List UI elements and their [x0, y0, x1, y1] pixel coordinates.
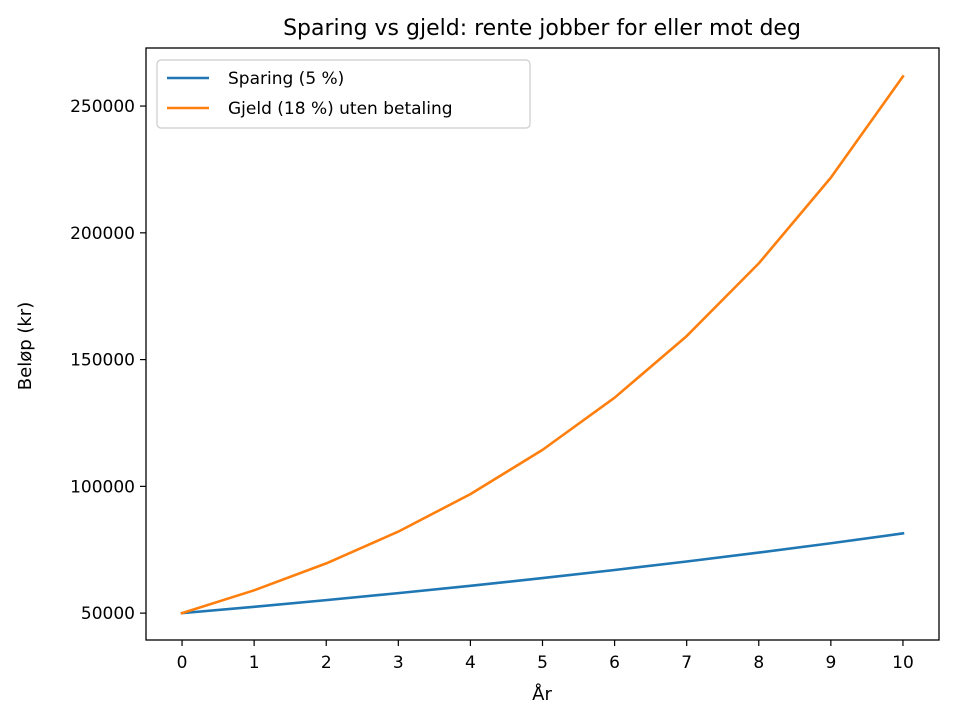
legend-label: Gjeld (18 %) uten betaling — [228, 99, 453, 119]
series-line-1 — [180, 531, 905, 615]
x-tick-label: 7 — [681, 653, 692, 673]
series-line-2 — [180, 74, 905, 615]
x-tick-label: 4 — [465, 653, 476, 673]
x-tick-label: 10 — [892, 653, 914, 673]
x-axis-label: År — [532, 683, 552, 705]
x-tick-label: 9 — [825, 653, 836, 673]
legend-box — [156, 59, 531, 129]
y-tick-label: 100000 — [70, 477, 135, 497]
x-tick-label: 0 — [177, 653, 188, 673]
x-tick-label: 5 — [537, 653, 548, 673]
y-tick-label: 250000 — [70, 97, 135, 117]
y-tick-label: 150000 — [70, 351, 135, 371]
y-axis: 50000 100000 150000 200000 250000 — [70, 97, 146, 624]
y-tick-label: 50000 — [81, 604, 135, 624]
legend: Sparing (5 %) Gjeld (18 %) uten betaling — [156, 59, 531, 129]
x-tick-label: 2 — [321, 653, 332, 673]
x-tick-label: 3 — [393, 653, 404, 673]
x-axis: 0 1 2 3 4 5 6 7 8 9 10 — [177, 640, 914, 673]
x-tick-label: 1 — [249, 653, 260, 673]
legend-label: Sparing (5 %) — [228, 69, 344, 89]
y-axis-label: Beløp (kr) — [15, 302, 36, 390]
plot-area — [145, 47, 940, 641]
y-tick-label: 200000 — [70, 224, 135, 244]
x-tick-label: 6 — [609, 653, 620, 673]
plot-background — [146, 48, 939, 640]
chart-title: Sparing vs gjeld: rente jobber for eller… — [283, 16, 801, 41]
x-tick-label: 8 — [753, 653, 764, 673]
